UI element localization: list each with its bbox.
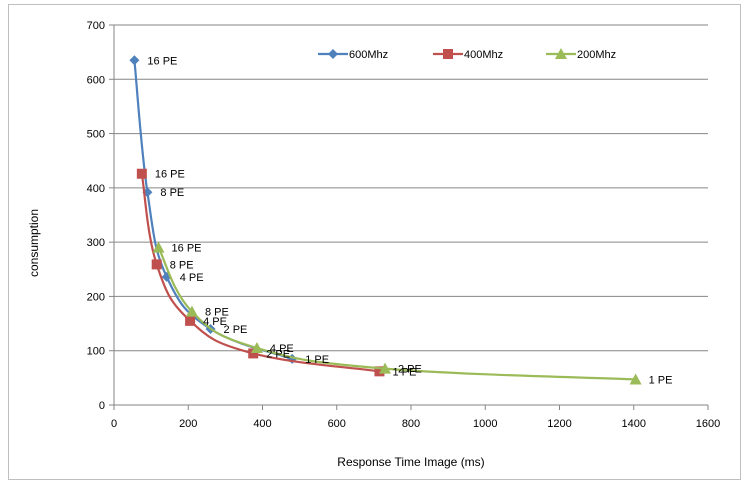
legend-marker-600mhz	[328, 49, 338, 59]
point-200mhz-2	[250, 342, 263, 353]
y-tick-label-600: 600	[87, 74, 105, 86]
point-200mhz-3	[379, 362, 392, 374]
point-400mhz-1	[151, 259, 162, 270]
point-label-600mhz-0: 16 PE	[147, 55, 177, 67]
y-tick-label-300: 300	[87, 237, 105, 249]
legend-label-200mhz: 200Mhz	[577, 49, 616, 61]
grid-layer	[114, 24, 708, 352]
y-tick-label-200: 200	[87, 291, 105, 303]
legend-marker-200mhz	[555, 48, 567, 59]
x-tick-label-1200: 1200	[547, 418, 571, 430]
point-label-200mhz-3: 2 PE	[398, 364, 422, 376]
series-layer	[129, 55, 642, 385]
legend-label-400mhz: 400Mhz	[464, 49, 503, 61]
x-tick-label-600: 600	[328, 418, 346, 430]
y-axis-title: consumption	[27, 209, 41, 277]
point-label-200mhz-0: 16 PE	[172, 243, 202, 255]
legend-marker-400mhz	[443, 49, 453, 59]
point-label-200mhz-1: 8 PE	[205, 307, 229, 319]
point-400mhz-3	[248, 348, 259, 359]
point-200mhz-4	[629, 373, 642, 385]
point-200mhz-1	[185, 305, 198, 317]
point-label-400mhz-2: 4 PE	[203, 316, 227, 328]
point-200mhz-0	[152, 241, 165, 253]
point-label-600mhz-4: 1 PE	[305, 354, 329, 366]
x-tick-label-1400: 1400	[622, 418, 646, 430]
x-tick-label-1000: 1000	[473, 418, 497, 430]
y-tick-label-500: 500	[87, 129, 105, 141]
point-label-400mhz-1: 8 PE	[170, 259, 194, 271]
y-tick-label-0: 0	[99, 400, 105, 412]
point-label-600mhz-3: 2 PE	[224, 324, 248, 336]
x-tick-label-0: 0	[111, 418, 117, 430]
x-axis-title: Response Time Image (ms)	[337, 455, 484, 469]
point-label-200mhz-4: 1 PE	[649, 374, 673, 386]
point-400mhz-4	[374, 366, 385, 377]
x-tick-label-800: 800	[402, 418, 420, 430]
point-400mhz-0	[136, 168, 147, 179]
x-tick-label-400: 400	[253, 418, 271, 430]
x-tick-label-200: 200	[179, 418, 197, 430]
point-label-400mhz-0: 16 PE	[155, 169, 185, 181]
point-label-400mhz-4: 1 PE	[392, 366, 416, 378]
axis-layer: 0 100 200 300 400 500 600 700 0 200 400 600 800 1000 1…	[87, 20, 721, 430]
point-label-600mhz-2: 4 PE	[180, 272, 204, 284]
x-tick-label-1600: 1600	[696, 418, 720, 430]
point-label-200mhz-2: 4 PE	[270, 343, 294, 355]
legend: 600Mhz 400Mhz 200Mhz	[318, 48, 616, 61]
y-tick-label-100: 100	[87, 346, 105, 358]
point-400mhz-2	[185, 315, 196, 326]
legend-label-600mhz: 600Mhz	[349, 49, 388, 61]
point-label-400mhz-3: 2 PE	[266, 348, 290, 360]
point-600mhz-0	[129, 55, 140, 66]
series-line-200mhz	[157, 247, 636, 381]
series-line-400mhz	[140, 173, 380, 373]
point-label-600mhz-1: 8 PE	[160, 187, 184, 199]
y-tick-label-700: 700	[87, 20, 105, 32]
y-tick-label-400: 400	[87, 183, 105, 195]
